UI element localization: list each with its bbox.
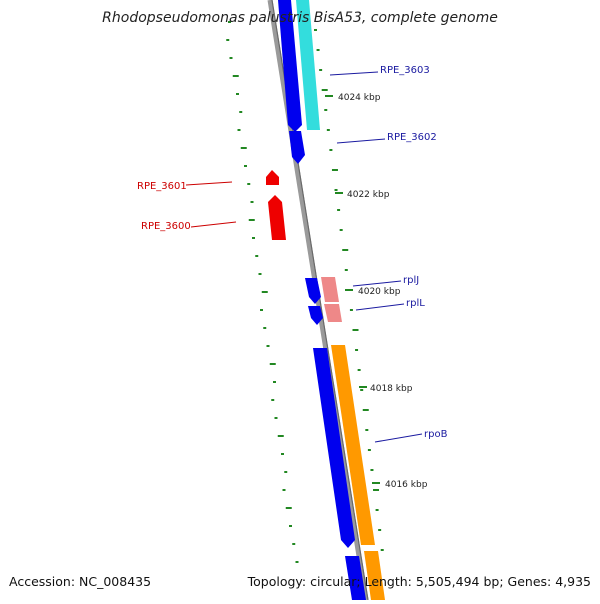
topology-text: Topology: circular; Length: 5,505,494 bp…	[247, 574, 591, 589]
feature-rpe-3602-cds[interactable]	[289, 131, 305, 164]
feature-rpe-3603-cds[interactable]	[278, 0, 302, 132]
feature-next-cds[interactable]	[345, 556, 366, 600]
label-rplj[interactable]: rplJ	[403, 275, 419, 286]
feature-rpe-3600-cds[interactable]	[268, 195, 286, 240]
tick-4020: 4020 kbp	[358, 287, 401, 297]
feature-rpe-3603-gene[interactable]	[296, 0, 320, 130]
tick-4022: 4022 kbp	[347, 190, 390, 200]
label-rpll[interactable]: rplL	[406, 298, 425, 309]
accession-text: Accession: NC_008435	[9, 574, 152, 589]
gene-labels: RPE_3603 RPE_3602 RPE_3601 RPE_3600 rplJ…	[137, 65, 448, 443]
kbp-ticks: 4024 kbp 4022 kbp 4020 kbp 4018 kbp 4016…	[325, 93, 428, 490]
label-rpe-3600[interactable]: RPE_3600	[141, 221, 191, 232]
label-rpe-3601[interactable]: RPE_3601	[137, 181, 187, 192]
label-rpe-3602[interactable]: RPE_3602	[387, 132, 437, 143]
feature-rpe-3601-cds[interactable]	[266, 170, 279, 185]
feature-rpob-gene[interactable]	[331, 345, 375, 545]
label-rpe-3603[interactable]: RPE_3603	[380, 65, 430, 76]
feature-rpll-cds[interactable]	[308, 306, 323, 325]
feature-rplj-gene[interactable]	[321, 277, 339, 302]
label-rpob[interactable]: rpoB	[424, 429, 448, 440]
tick-4018: 4018 kbp	[370, 384, 413, 394]
feature-next-gene[interactable]	[364, 551, 385, 600]
feature-rpll-gene[interactable]	[324, 304, 342, 322]
tick-4016: 4016 kbp	[385, 480, 428, 490]
gc-content-marks	[226, 21, 384, 563]
feature-rpob-cds[interactable]	[313, 348, 355, 548]
feature-rplj-cds[interactable]	[305, 278, 321, 304]
map-title: Rhodopseudomonas palustris BisA53, compl…	[102, 10, 498, 26]
tick-4024: 4024 kbp	[338, 93, 381, 103]
